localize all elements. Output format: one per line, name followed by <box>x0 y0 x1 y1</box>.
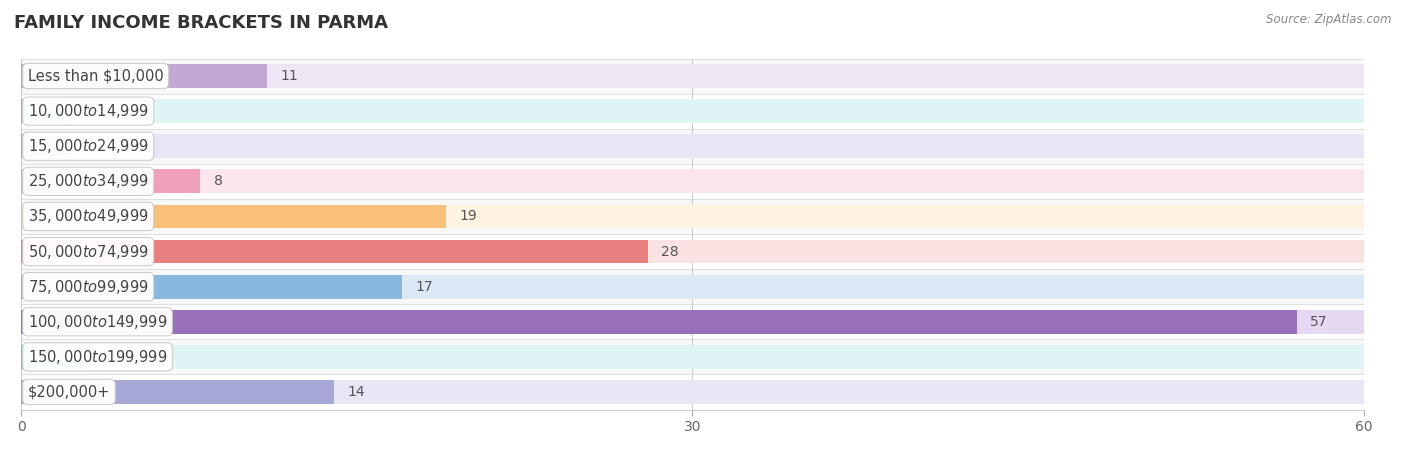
Text: 17: 17 <box>415 279 433 294</box>
Bar <box>21 345 1364 369</box>
Bar <box>21 380 1364 404</box>
Bar <box>21 274 1364 299</box>
Bar <box>21 94 1364 129</box>
Bar <box>21 99 1364 123</box>
Bar <box>21 64 1364 88</box>
Text: $150,000 to $199,999: $150,000 to $199,999 <box>28 348 167 366</box>
Bar <box>21 58 1364 94</box>
Bar <box>21 134 66 158</box>
Text: $10,000 to $14,999: $10,000 to $14,999 <box>28 102 149 120</box>
Bar <box>21 345 89 369</box>
Text: $75,000 to $99,999: $75,000 to $99,999 <box>28 278 149 296</box>
Bar <box>21 99 66 123</box>
Text: 19: 19 <box>460 209 478 224</box>
Bar <box>21 169 1364 194</box>
Text: $15,000 to $24,999: $15,000 to $24,999 <box>28 137 149 155</box>
Text: $35,000 to $49,999: $35,000 to $49,999 <box>28 207 149 225</box>
Bar <box>21 169 200 194</box>
Text: 11: 11 <box>281 69 298 83</box>
Text: 2: 2 <box>79 139 89 153</box>
Bar <box>21 204 446 229</box>
Text: Source: ZipAtlas.com: Source: ZipAtlas.com <box>1267 14 1392 27</box>
Bar <box>21 304 1364 339</box>
Text: 28: 28 <box>661 244 679 259</box>
Bar <box>21 274 402 299</box>
Bar <box>21 134 1364 158</box>
Bar <box>21 204 1364 229</box>
Text: $25,000 to $34,999: $25,000 to $34,999 <box>28 172 149 190</box>
Bar <box>21 164 1364 199</box>
Text: Less than $10,000: Less than $10,000 <box>28 68 163 84</box>
Text: 57: 57 <box>1310 315 1327 329</box>
Bar <box>21 339 1364 374</box>
Bar <box>21 234 1364 269</box>
Bar <box>21 239 648 264</box>
Bar <box>21 199 1364 234</box>
Text: $100,000 to $149,999: $100,000 to $149,999 <box>28 313 167 331</box>
Text: 2: 2 <box>79 104 89 118</box>
Text: FAMILY INCOME BRACKETS IN PARMA: FAMILY INCOME BRACKETS IN PARMA <box>14 14 388 32</box>
Text: 3: 3 <box>101 350 111 364</box>
Text: $200,000+: $200,000+ <box>28 384 110 400</box>
Bar <box>21 310 1296 334</box>
Text: 14: 14 <box>347 385 366 399</box>
Bar <box>21 64 267 88</box>
Text: 8: 8 <box>214 174 222 189</box>
Bar <box>21 380 335 404</box>
Text: $50,000 to $74,999: $50,000 to $74,999 <box>28 243 149 261</box>
Bar <box>21 239 1364 264</box>
Bar <box>21 129 1364 164</box>
Bar <box>21 269 1364 304</box>
Bar <box>21 310 1364 334</box>
Bar <box>21 374 1364 410</box>
